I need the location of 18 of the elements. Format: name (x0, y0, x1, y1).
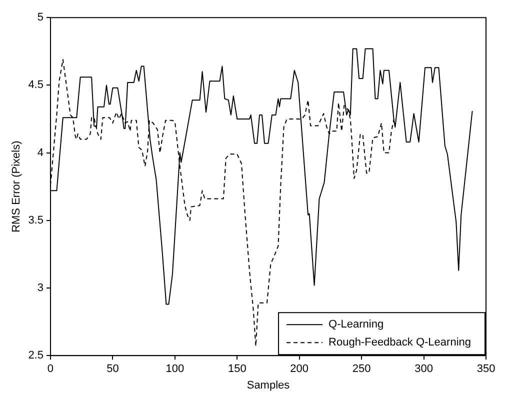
x-tick-label: 150 (228, 363, 246, 376)
x-tick-label: 0 (47, 363, 54, 376)
y-tick-label: 4.5 (28, 79, 44, 92)
y-tick-label: 3.5 (28, 214, 44, 226)
x-tick-label: 100 (166, 363, 184, 376)
x-tick-label: 350 (476, 363, 496, 376)
y-tick-label: 4 (37, 146, 44, 159)
y-tick-label: 5 (37, 12, 44, 24)
y-axis-title: RMS Error (Pixels) (10, 140, 23, 232)
legend-label: Rough-Feedback Q-Learning (328, 336, 472, 349)
x-tick-label: 300 (414, 363, 433, 376)
y-tick-label: 2.5 (28, 350, 44, 362)
legend-label: Q-Learning (328, 318, 384, 331)
x-tick-label: 200 (290, 363, 309, 376)
y-tick-label: 3 (37, 282, 44, 294)
x-tick-label: 250 (352, 363, 371, 376)
x-tick-label: 50 (106, 363, 119, 376)
x-axis-title: Samples (246, 379, 290, 392)
